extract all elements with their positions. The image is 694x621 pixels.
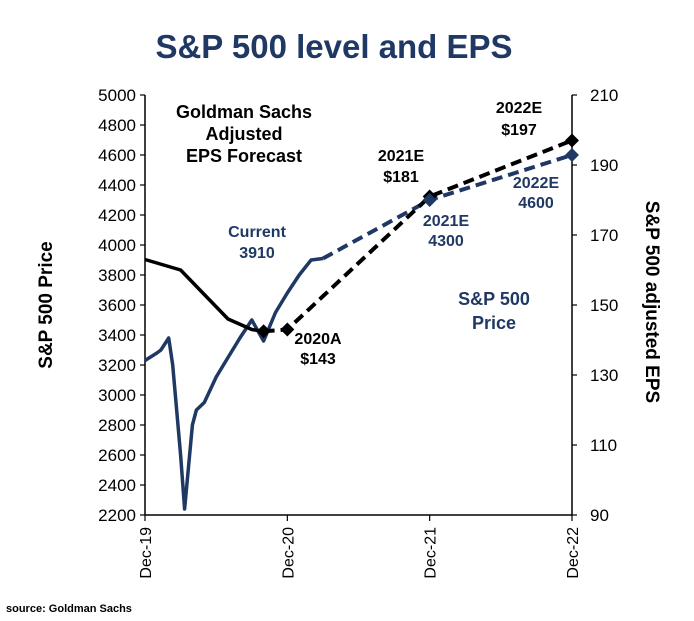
annotation-label: $181 xyxy=(383,169,419,186)
chart-title: S&P 500 level and EPS xyxy=(155,28,512,65)
y-left-tick-label: 2800 xyxy=(98,416,136,435)
y-left-tick-label: 3400 xyxy=(98,326,136,345)
y-right-tick-label: 150 xyxy=(590,296,618,315)
annotation-label: $143 xyxy=(300,351,336,368)
x-tick-label: Dec-19 xyxy=(138,527,155,579)
annotation-label: 2022E xyxy=(513,175,560,192)
y-left-tick-label: 3600 xyxy=(98,296,136,315)
annotation-label: $197 xyxy=(501,122,537,139)
annotation-label: EPS Forecast xyxy=(186,146,302,166)
y-left-tick-label: 3000 xyxy=(98,386,136,405)
annotation-label: 4300 xyxy=(428,233,464,250)
y-left-tick-label: 4000 xyxy=(98,236,136,255)
diamond-marker xyxy=(280,322,295,337)
axis-ticks: 2200 2400 2600 2800 3000 3200 3400 3600 3800 4000… xyxy=(98,86,618,579)
series-line xyxy=(144,256,324,511)
x-tick-label: Dec-22 xyxy=(565,527,582,579)
annotation-label: Price xyxy=(472,313,516,333)
forecast-line xyxy=(263,138,573,334)
diamond-marker xyxy=(565,133,579,148)
y-axis-left-label: S&P 500 Price xyxy=(36,241,57,368)
annotation-label: S&P 500 xyxy=(458,289,530,309)
annotation-label: 2021E xyxy=(378,148,425,165)
annotation-label: 3910 xyxy=(239,245,275,262)
y-left-tick-label: 4400 xyxy=(98,176,136,195)
y-left-tick-label: 5000 xyxy=(98,86,136,105)
y-right-tick-label: 110 xyxy=(590,436,617,455)
annotation-label: 2022E xyxy=(496,100,543,117)
y-right-tick-label: 190 xyxy=(590,156,618,175)
y-left-tick-label: 3200 xyxy=(98,356,136,375)
y-right-tick-label: 130 xyxy=(590,366,618,385)
markers-layer xyxy=(256,133,579,339)
y-left-tick-label: 4200 xyxy=(98,206,136,225)
y-axis-right-label: S&P 500 adjusted EPS xyxy=(641,201,662,403)
source-note: source: Goldman Sachs xyxy=(6,603,132,615)
annotation-label: Goldman Sachs xyxy=(176,102,312,122)
diamond-marker xyxy=(565,148,579,162)
diamond-marker xyxy=(422,193,437,207)
y-right-tick-label: 210 xyxy=(590,86,618,105)
series-line xyxy=(144,257,264,334)
annotation-label: Current xyxy=(228,224,286,241)
x-tick-label: Dec-21 xyxy=(423,527,440,579)
y-left-tick-label: 2600 xyxy=(98,446,136,465)
y-left-tick-label: 2200 xyxy=(98,506,136,525)
annotation-label: 4600 xyxy=(518,195,554,212)
y-left-tick-label: 4800 xyxy=(98,116,136,135)
y-left-tick-label: 4600 xyxy=(98,146,136,165)
annotation-label: Adjusted xyxy=(205,124,282,144)
y-right-tick-label: 90 xyxy=(590,506,609,525)
annotation-label: 2020A xyxy=(294,331,342,348)
y-right-tick-label: 170 xyxy=(590,226,618,245)
annotation-label: 2021E xyxy=(423,213,470,230)
y-left-tick-label: 2400 xyxy=(98,476,136,495)
diamond-marker xyxy=(256,324,271,339)
y-left-tick-label: 3800 xyxy=(98,266,136,285)
x-tick-label: Dec-20 xyxy=(280,527,297,579)
